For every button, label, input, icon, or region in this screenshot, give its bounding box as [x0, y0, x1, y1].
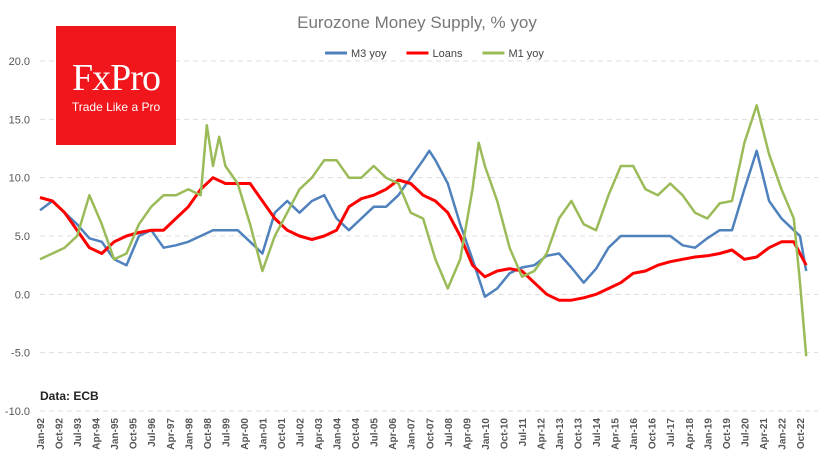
x-tick-label: Oct-22: [796, 418, 807, 450]
x-tick-label: Jan-16: [629, 418, 640, 450]
x-tick-label: Jan-95: [110, 418, 121, 450]
x-tick-label: Jul-93: [73, 418, 84, 447]
legend-label: M1 yoy: [508, 48, 544, 60]
x-tick-label: Jul-20: [740, 418, 751, 447]
chart-title: Eurozone Money Supply, % yoy: [297, 13, 537, 32]
x-tick-label: Jan-19: [703, 418, 714, 450]
x-tick-label: Oct-95: [129, 418, 140, 450]
y-tick-label: 5.0: [15, 231, 30, 243]
logo-tagline: Trade Like a Pro: [71, 100, 161, 114]
x-tick-label: Jul-17: [666, 418, 677, 447]
y-tick-label: 10.0: [9, 173, 30, 185]
legend-label: M3 yoy: [351, 48, 387, 60]
x-tick-label: Apr-97: [166, 418, 177, 450]
y-tick-label: -5.0: [11, 348, 30, 360]
x-tick-label: Oct-16: [648, 418, 659, 450]
series-line-m3-yoy: [39, 149, 808, 298]
x-tick-label: Jul-96: [147, 418, 158, 447]
x-tick-label: Jul-02: [296, 418, 307, 447]
y-tick-label: 0.0: [15, 289, 30, 301]
x-tick-label: Apr-00: [240, 418, 251, 450]
x-tick-label: Apr-12: [536, 418, 547, 450]
x-tick-label: Apr-18: [685, 418, 696, 450]
y-tick-label: -10.0: [5, 406, 30, 418]
x-tick-label: Oct-04: [351, 418, 362, 450]
x-tick-label: Apr-15: [611, 418, 622, 450]
logo-brand: FxPro: [72, 57, 161, 99]
x-tick-label: Jul-99: [221, 418, 232, 447]
x-tick-label: Jul-14: [592, 418, 603, 447]
x-tick-label: Oct-98: [203, 418, 214, 450]
fxpro-logo: FxPro Trade Like a Pro: [56, 26, 176, 145]
x-tick-label: Apr-03: [314, 418, 325, 450]
x-tick-label: Oct-07: [425, 418, 436, 450]
x-tick-label: Oct-10: [499, 418, 510, 450]
x-tick-label: Jan-10: [481, 418, 492, 450]
series-line-loans: [39, 176, 808, 302]
x-tick-label: Oct-01: [277, 418, 288, 450]
x-tick-label: Apr-09: [462, 418, 473, 450]
x-tick-label: Oct-13: [574, 418, 585, 450]
x-tick-label: Jan-13: [555, 418, 566, 450]
x-tick-label: Jan-22: [777, 418, 788, 450]
x-tick-label: Apr-06: [388, 418, 399, 450]
x-tick-label: Jul-08: [444, 418, 455, 447]
x-tick-label: Jan-04: [333, 418, 344, 450]
legend-label: Loans: [432, 48, 462, 60]
x-tick-label: Jan-07: [407, 418, 418, 450]
x-tick-label: Oct-92: [55, 418, 66, 450]
x-tick-label: Jan-92: [36, 418, 47, 450]
x-tick-label: Jan-01: [258, 418, 269, 450]
source-note: Data: ECB: [40, 389, 99, 403]
x-tick-label: Jul-05: [370, 418, 381, 447]
x-tick-label: Jul-11: [518, 418, 529, 447]
x-tick-label: Apr-21: [759, 418, 770, 450]
x-tick-label: Apr-94: [92, 418, 103, 450]
x-tick-label: Oct-19: [722, 418, 733, 450]
x-tick-label: Jan-98: [184, 418, 195, 450]
y-tick-label: 15.0: [9, 114, 30, 126]
y-tick-label: 20.0: [9, 56, 30, 68]
